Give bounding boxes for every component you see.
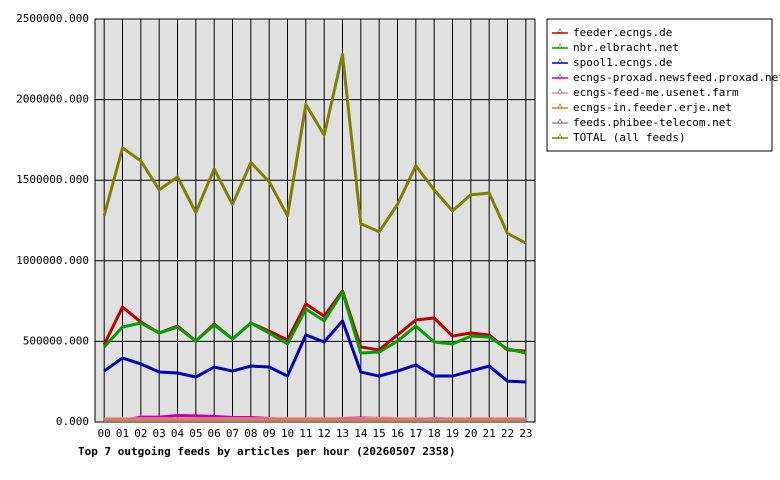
legend-marker: ˄: [558, 132, 563, 141]
x-tick-label: 10: [281, 427, 294, 440]
legend-label: TOTAL (all feeds): [573, 131, 686, 144]
y-tick-label: 2500000.000: [16, 12, 89, 25]
legend-marker: ˄: [558, 42, 563, 51]
plot-area: [94, 18, 536, 423]
series-line: [103, 290, 527, 355]
legend-marker: ˄: [558, 57, 563, 66]
x-tick-label: 02: [134, 427, 147, 440]
legend-label: feeder.ecngs.de: [573, 26, 672, 39]
x-tick-label: 11: [299, 427, 312, 440]
x-tick-label: 01: [116, 427, 129, 440]
legend-label: ecngs-in.feeder.erje.net: [573, 101, 732, 114]
legend-marker: ˄: [558, 27, 563, 36]
x-tick-label: 12: [318, 427, 331, 440]
legend-label: spool1.ecngs.de: [573, 56, 672, 69]
legend-label: ecngs-proxad.newsfeed.proxad.net: [573, 71, 780, 84]
y-tick-label: 1500000.000: [16, 173, 89, 186]
x-tick-label: 14: [354, 427, 368, 440]
legend-marker: ˄: [558, 117, 563, 126]
x-tick-label: 19: [446, 427, 459, 440]
x-tick-label: 20: [464, 427, 477, 440]
x-tick-label: 18: [428, 427, 441, 440]
x-tick-label: 13: [336, 427, 349, 440]
legend-label: feeds.phibee-telecom.net: [573, 116, 732, 129]
legend-marker: ˄: [558, 102, 563, 111]
x-tick-label: 00: [98, 427, 111, 440]
x-tick-label: 15: [373, 427, 386, 440]
x-tick-label: 06: [208, 427, 221, 440]
y-tick-label: 1000000.000: [16, 254, 89, 267]
x-tick-label: 09: [263, 427, 276, 440]
legend-marker: ˄: [558, 72, 563, 81]
x-tick-label: 16: [391, 427, 404, 440]
x-tick-label: 17: [409, 427, 422, 440]
x-tick-label: 04: [171, 427, 185, 440]
x-tick-label: 23: [519, 427, 532, 440]
legend-label: ecngs-feed-me.usenet.farm: [573, 86, 739, 99]
legend-marker: ˄: [558, 87, 563, 96]
legend-label: nbr.elbracht.net: [573, 41, 679, 54]
y-tick-label: 2000000.000: [16, 93, 89, 106]
y-tick-label: 500000.000: [23, 334, 89, 347]
series-line: [103, 319, 526, 384]
x-tick-label: 21: [483, 427, 496, 440]
series-line: [102, 52, 527, 245]
x-tick-label: 22: [501, 427, 514, 440]
x-tick-label: 07: [226, 427, 239, 440]
x-tick-label: 08: [244, 427, 257, 440]
x-tick-label: 05: [189, 427, 202, 440]
y-tick-label: 0.000: [56, 415, 89, 428]
legend-box: [546, 18, 773, 152]
chart-title: Top 7 outgoing feeds by articles per hou…: [78, 445, 456, 458]
x-tick-label: 03: [153, 427, 166, 440]
